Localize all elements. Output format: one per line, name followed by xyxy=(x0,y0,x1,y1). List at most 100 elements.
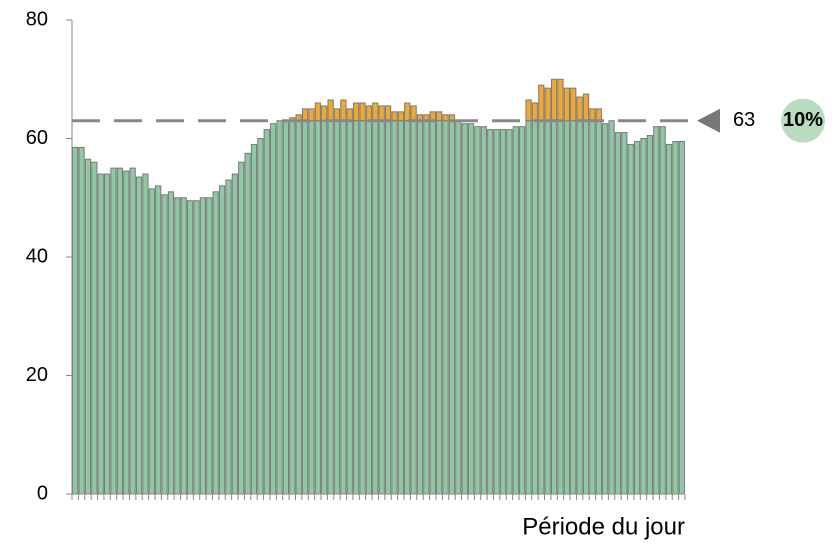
bar-excess xyxy=(563,87,570,122)
bar-excess xyxy=(372,102,379,122)
bar xyxy=(678,140,685,495)
bar xyxy=(595,120,602,495)
bar xyxy=(627,143,634,495)
bar xyxy=(314,120,321,495)
bar xyxy=(346,120,353,495)
bar xyxy=(372,120,379,495)
bar xyxy=(84,158,92,495)
bar-excess xyxy=(308,108,315,122)
bar xyxy=(263,129,270,495)
bar-excess xyxy=(436,111,443,122)
bar xyxy=(91,161,98,495)
bar xyxy=(538,120,545,495)
bar xyxy=(129,167,136,495)
bar xyxy=(257,138,264,495)
bar xyxy=(155,185,162,495)
y-tick-label: 40 xyxy=(26,245,48,267)
bar xyxy=(104,173,111,495)
bar xyxy=(78,146,85,495)
bar-excess xyxy=(531,102,539,122)
bar xyxy=(608,120,615,495)
bar xyxy=(659,126,666,495)
bar-excess xyxy=(550,78,558,122)
bar xyxy=(110,167,117,495)
bar xyxy=(621,132,628,495)
bar xyxy=(161,194,168,495)
bar-excess xyxy=(595,108,602,122)
bar xyxy=(167,191,175,495)
bar xyxy=(327,120,334,495)
bar xyxy=(442,120,449,495)
bar xyxy=(212,191,219,495)
bar xyxy=(467,123,475,495)
bar xyxy=(199,197,207,495)
bar xyxy=(359,120,366,495)
bar xyxy=(97,173,104,495)
bar xyxy=(187,200,194,495)
bar-excess xyxy=(589,108,596,122)
bar xyxy=(174,197,181,495)
bar xyxy=(384,120,392,495)
y-tick-label: 0 xyxy=(37,482,48,504)
bar xyxy=(455,120,462,495)
bar-excess xyxy=(301,108,309,122)
bar xyxy=(550,120,558,495)
bar xyxy=(72,146,79,495)
bar xyxy=(582,120,590,495)
bar xyxy=(276,120,283,495)
bar xyxy=(321,120,328,495)
bar xyxy=(123,170,130,495)
bar xyxy=(365,120,373,495)
bar xyxy=(116,167,124,495)
bar xyxy=(135,176,143,495)
bar xyxy=(429,120,436,495)
bar xyxy=(646,135,653,495)
y-tick-label: 80 xyxy=(26,8,48,30)
bar xyxy=(423,120,430,495)
bar xyxy=(436,120,443,495)
bar-excess xyxy=(314,102,321,122)
bar xyxy=(353,120,360,495)
bar-excess xyxy=(327,99,334,122)
y-tick-label: 20 xyxy=(26,364,48,386)
share-badge xyxy=(781,98,825,143)
bar-excess xyxy=(442,114,449,122)
bar xyxy=(218,185,226,495)
bar-excess xyxy=(538,84,545,122)
bar xyxy=(519,126,526,495)
bar-excess xyxy=(525,99,532,122)
bar xyxy=(148,188,155,495)
threshold-label: 63 xyxy=(733,109,755,131)
bar-excess xyxy=(544,87,551,122)
threshold-share: 10% xyxy=(783,109,823,131)
bar xyxy=(142,173,149,495)
bar-excess xyxy=(340,99,347,122)
bar-excess xyxy=(391,111,398,122)
bar xyxy=(461,123,468,495)
bar xyxy=(391,120,398,495)
bar xyxy=(665,143,673,495)
bar xyxy=(563,120,570,495)
bar xyxy=(672,140,679,495)
bar-excess xyxy=(404,102,411,122)
bar xyxy=(531,120,539,495)
bar xyxy=(397,120,404,495)
bar xyxy=(231,173,238,495)
bar xyxy=(487,129,494,495)
bar xyxy=(493,129,500,495)
bar xyxy=(525,120,532,495)
bar xyxy=(378,120,385,495)
bar xyxy=(193,200,200,495)
bar xyxy=(480,126,487,495)
bar-excess xyxy=(378,105,385,122)
bar-excess xyxy=(384,105,392,122)
bar-excess xyxy=(353,102,360,122)
bar xyxy=(589,120,596,495)
bar xyxy=(448,120,456,495)
bar-excess xyxy=(333,108,341,122)
bar-excess xyxy=(410,105,417,122)
bar xyxy=(570,120,577,495)
bar xyxy=(404,120,411,495)
bar xyxy=(206,197,213,495)
